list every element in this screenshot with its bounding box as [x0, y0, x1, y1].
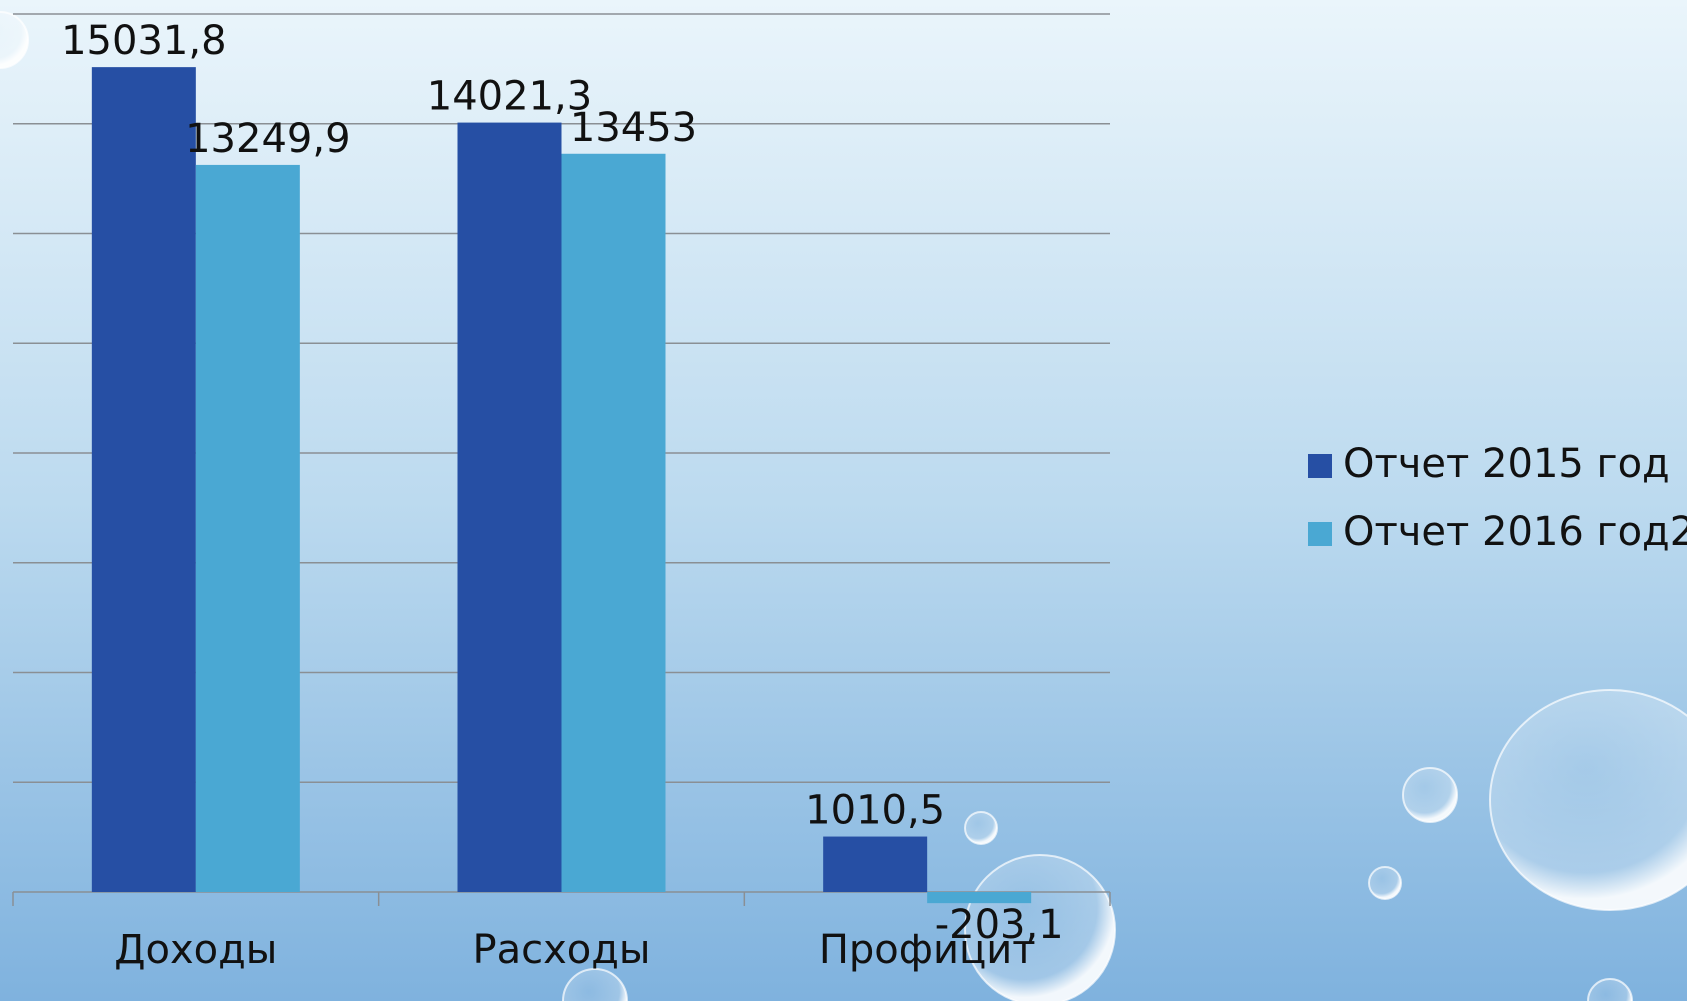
legend-swatch — [1308, 454, 1332, 478]
page: Доходы15031,813249,9Расходы14021,313453П… — [0, 0, 1687, 1001]
bar — [196, 165, 300, 892]
chart: Доходы15031,813249,9Расходы14021,313453П… — [0, 0, 1687, 1001]
data-label: 1010,5 — [805, 788, 945, 834]
legend-swatch — [1308, 522, 1332, 546]
bar — [562, 154, 666, 892]
bar — [823, 837, 927, 892]
x-tick-label: Доходы — [114, 927, 277, 973]
x-tick-label: Расходы — [472, 927, 650, 973]
legend-label: Отчет 2016 год2 — [1343, 509, 1687, 555]
data-label: -203,1 — [935, 902, 1064, 948]
legend-label: Отчет 2015 год — [1343, 441, 1670, 487]
data-label: 13249,9 — [185, 116, 350, 162]
bar — [92, 67, 196, 892]
bar — [458, 123, 562, 892]
data-label: 15031,8 — [61, 18, 226, 64]
data-label: 13453 — [570, 105, 697, 151]
data-label: 14021,3 — [427, 74, 592, 120]
